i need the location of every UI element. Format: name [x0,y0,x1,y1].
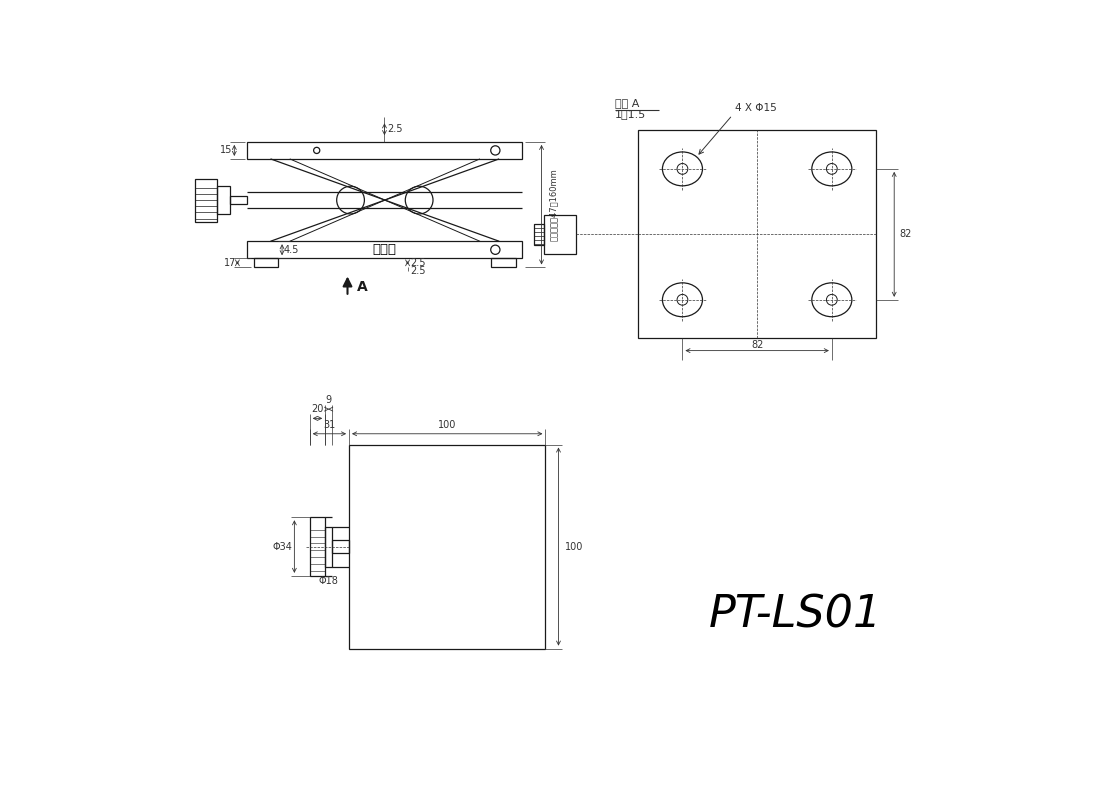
Bar [544,215,576,254]
Bar [247,142,523,159]
Bar [492,258,516,268]
Bar [325,527,332,567]
Bar [217,186,230,214]
Text: A: A [356,280,368,294]
Bar [638,130,877,338]
Bar [254,258,278,268]
Text: 17: 17 [224,257,236,268]
Text: Φ34: Φ34 [273,542,293,552]
Bar [247,241,523,258]
Text: 2.5: 2.5 [387,124,403,134]
Text: 100: 100 [565,542,583,552]
Text: 82: 82 [751,340,764,349]
Bar [349,444,546,648]
Text: 15: 15 [220,145,232,155]
Text: 9: 9 [325,395,332,405]
Text: 82: 82 [900,229,912,239]
Text: 2.5: 2.5 [411,265,426,276]
Text: Φ18: Φ18 [319,576,339,586]
Text: 2.5: 2.5 [411,257,426,268]
Text: 1：1.5: 1：1.5 [614,109,646,119]
Text: 100: 100 [438,420,456,429]
Bar [332,540,349,553]
Text: 4 X Φ15: 4 X Φ15 [735,104,777,114]
Text: 高度调节围47～160mm: 高度调节围47～160mm [549,168,558,241]
Text: 4.5: 4.5 [283,245,299,255]
Text: 31: 31 [323,420,335,429]
Bar [230,196,247,204]
Text: 视图 A: 视图 A [614,98,639,108]
Bar [534,224,544,245]
Bar [310,517,325,576]
Text: 调节广: 调节广 [373,243,396,256]
Text: PT-LS01: PT-LS01 [708,594,882,637]
Text: 20: 20 [311,404,323,414]
Bar [195,178,217,221]
